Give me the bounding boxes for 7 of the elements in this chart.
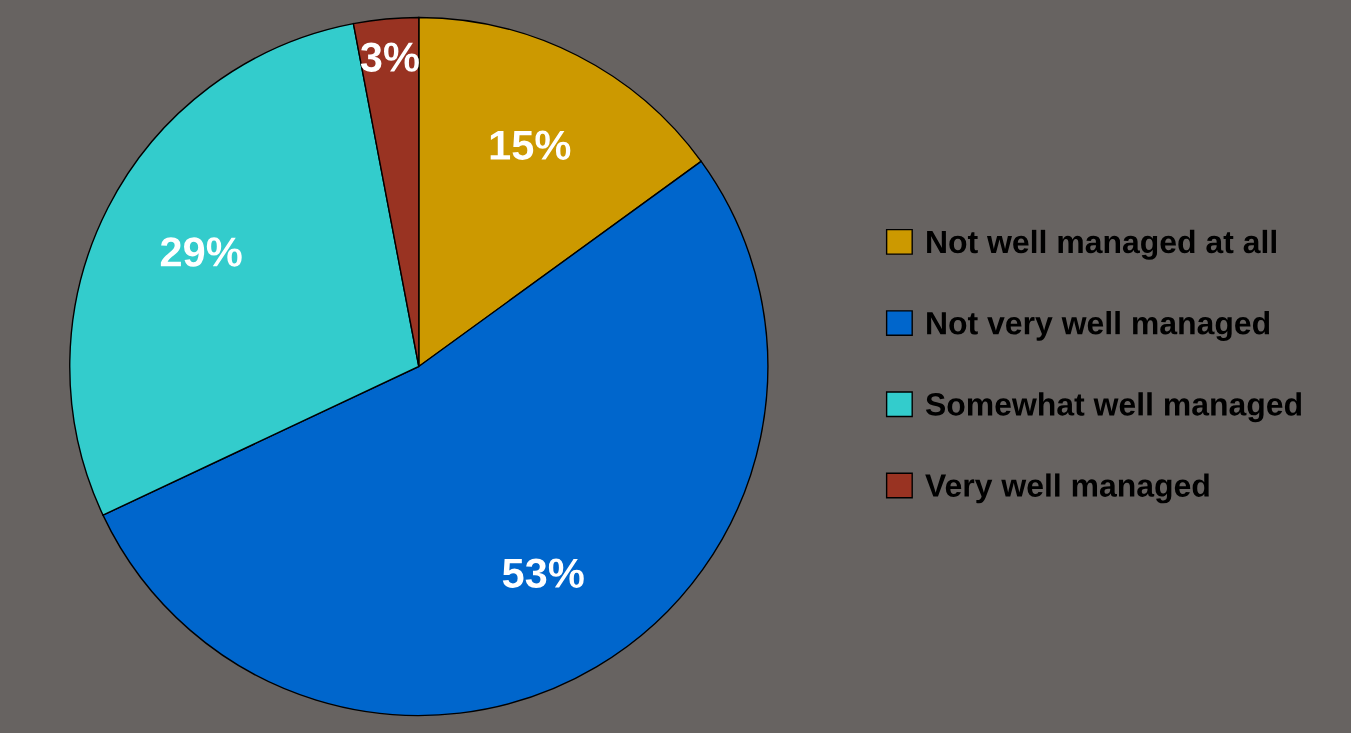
legend-label: Very well managed: [925, 473, 1209, 504]
legend-label: Not very well managed: [927, 311, 1270, 341]
legend-label: Somewhat well managed: [925, 392, 1301, 423]
data-label: 29%: [160, 237, 242, 267]
data-label: 15%: [490, 130, 571, 160]
legend-label: Not well managed at all: [927, 229, 1276, 260]
data-label: 53%: [502, 558, 584, 589]
